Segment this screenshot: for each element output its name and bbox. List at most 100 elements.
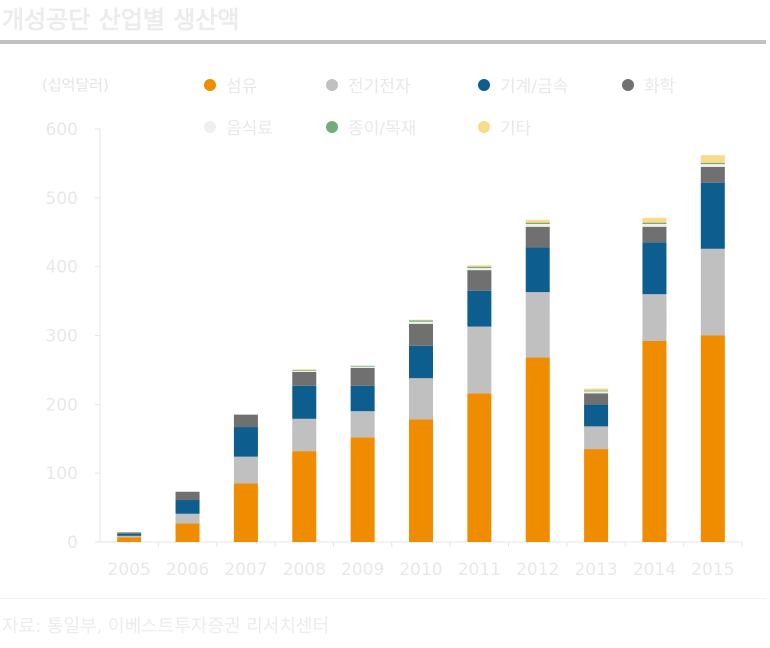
y-tick-label: 500 (46, 189, 78, 209)
bar-segment (584, 393, 609, 405)
bar-segment (350, 365, 375, 367)
bar-segment (233, 427, 258, 457)
bar-segment (292, 370, 317, 372)
bar-segment (642, 294, 667, 342)
legend-swatch (326, 120, 338, 133)
bar-segment (350, 385, 375, 412)
bar-segment (642, 242, 667, 295)
legend-swatch (622, 78, 634, 91)
bar-segment (525, 222, 550, 224)
bar-segment (642, 341, 667, 542)
legend-item-textile: 섬유 (204, 72, 257, 97)
x-tick-label: 2005 (108, 560, 151, 580)
bar-segment (233, 456, 258, 484)
bar-segment (409, 319, 433, 321)
bar-segment (117, 532, 142, 534)
bar-segment (175, 500, 200, 514)
bar-segment (525, 357, 550, 542)
bar-segment (350, 366, 375, 368)
bar-segment (467, 266, 492, 269)
bar-segment (292, 369, 317, 371)
legend-item-other: 기타 (478, 114, 531, 139)
bar-segment (525, 226, 550, 248)
bar-segment (700, 162, 725, 165)
legend-label: 기계/금속 (500, 77, 569, 97)
bar-segment (525, 292, 550, 358)
bar-segment (409, 320, 433, 322)
y-tick-label: 100 (46, 464, 78, 484)
x-tick-label: 2014 (633, 560, 676, 580)
bar-segment (233, 483, 258, 542)
bar-segment (700, 164, 725, 167)
legend-swatch (478, 120, 490, 133)
legend-label: 종이/목재 (348, 119, 417, 139)
bar-segment (117, 537, 142, 542)
bar-segment (292, 371, 317, 386)
legend-item-paper-wood: 종이/목재 (326, 114, 416, 139)
bar-segment (409, 419, 433, 542)
legend-swatch (326, 78, 338, 91)
bar-segment (233, 414, 258, 428)
x-tick-label: 2013 (574, 560, 617, 580)
bar-segment (584, 449, 609, 542)
title-divider (0, 40, 766, 44)
x-tick-label: 2010 (399, 560, 442, 580)
bar-segment (700, 335, 725, 542)
bar-segment (409, 321, 433, 324)
bar-segment (584, 426, 609, 450)
source-note: 자료: 통일부, 이베스트투자증권 리서치센터 (2, 616, 330, 637)
legend-label: 전기전자 (348, 77, 411, 97)
bar-segment (700, 182, 725, 249)
bar-segment (117, 535, 142, 538)
bar-segment (409, 378, 433, 420)
bar-segment (467, 265, 492, 267)
y-tick-label: 400 (46, 258, 78, 278)
bar-segment (467, 290, 492, 327)
bar-segment (292, 418, 317, 452)
bar-segment (117, 533, 142, 536)
y-tick-label: 600 (46, 120, 78, 140)
bar-segment (409, 345, 433, 379)
bar-segment (584, 388, 609, 391)
x-tick-label: 2007 (224, 560, 267, 580)
x-tick-label: 2012 (516, 560, 559, 580)
bar-segment (584, 391, 609, 394)
bar-segment (525, 219, 550, 223)
x-tick-label: 2006 (166, 560, 209, 580)
y-tick-label: 200 (46, 395, 78, 415)
x-tick-label: 2008 (283, 560, 326, 580)
bar-segment (700, 155, 725, 163)
legend-label: 섬유 (226, 77, 258, 97)
x-tick-label: 2015 (691, 560, 734, 580)
bar-segment (584, 404, 609, 427)
chart-legend: 섬유 전기전자 기계/금속 화학 음식료 종이/목재 기타 (204, 72, 744, 142)
legend-item-machinery-metal: 기계/금속 (478, 72, 568, 97)
bar-segment (467, 270, 492, 291)
bar-segment (175, 491, 200, 501)
x-tick-label: 2009 (341, 560, 384, 580)
bar-segment (700, 166, 725, 183)
bar-segment (525, 247, 550, 293)
bar-segment (642, 226, 667, 243)
bar-segment (292, 385, 317, 419)
stacked-bar-chart: 0 100 200 300 400 500 600 2005 2006 2007 2008 2009 2… (46, 120, 743, 580)
chart-title: 개성공단 산업별 생산액 (2, 6, 240, 34)
legend-item-chemical: 화학 (622, 72, 675, 97)
bar-segment (409, 323, 433, 346)
y-tick-label: 300 (46, 327, 78, 347)
legend-label: 화학 (644, 77, 676, 97)
legend-item-food: 음식료 (204, 114, 273, 139)
source-divider (0, 598, 766, 599)
y-axis-unit-label: (십억달러) (42, 76, 109, 94)
bar-segment (292, 451, 317, 542)
bar-segment (175, 523, 200, 542)
bar-segment (350, 437, 375, 542)
bar-segment (642, 217, 667, 223)
bar-segment (175, 513, 200, 524)
legend-swatch (204, 120, 216, 133)
legend-label: 기타 (500, 119, 532, 139)
bar-segment (467, 268, 492, 271)
bar-segment (467, 393, 492, 542)
legend-swatch (204, 78, 216, 91)
legend-label: 음식료 (226, 119, 273, 139)
